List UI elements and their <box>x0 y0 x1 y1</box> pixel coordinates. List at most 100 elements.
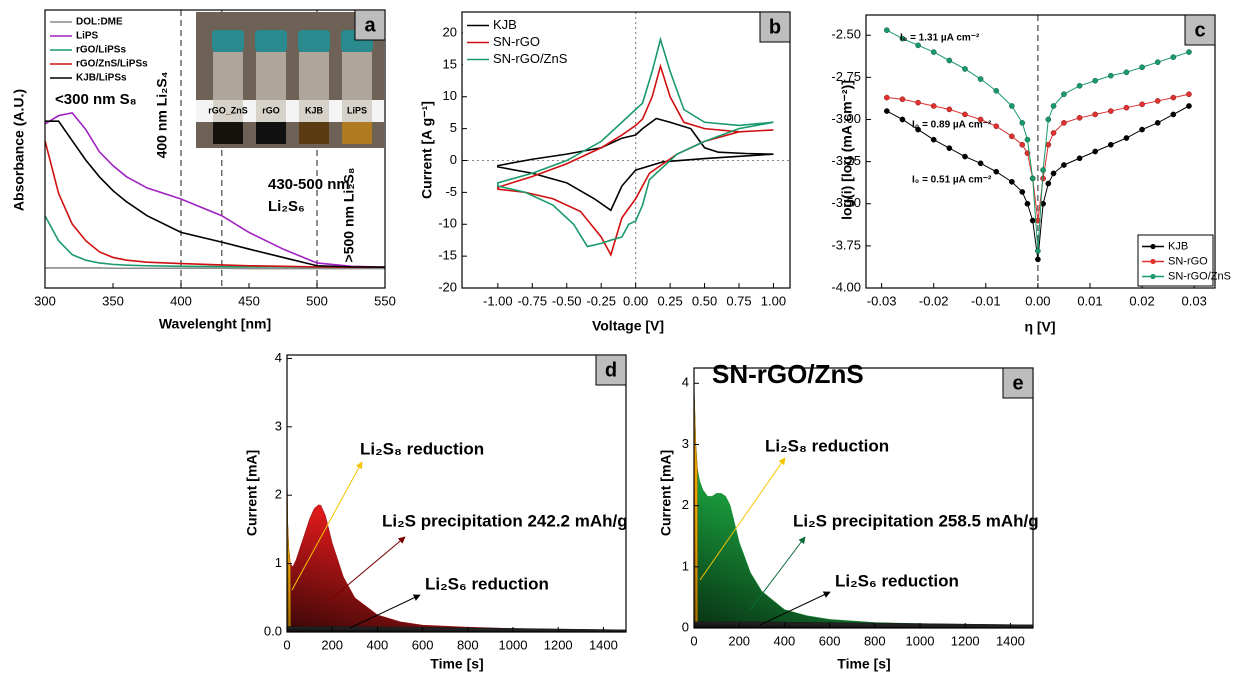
x-tick-label: -0.03 <box>867 293 897 308</box>
x-tick-label: 400 <box>774 633 796 648</box>
legend: KJB SN-rGO SN-rGO/ZnS <box>463 13 573 70</box>
line <box>497 36 774 248</box>
annotation: <300 nm S₈ <box>55 91 137 108</box>
panel-letter-box <box>1184 14 1216 46</box>
annotation: >500 nm Li₂S₈ <box>341 168 357 263</box>
area <box>287 626 626 632</box>
y-tick-label: -3.50 <box>831 195 861 210</box>
x-tick-label: 400 <box>170 293 192 308</box>
annotation: Li₂S₆ <box>268 198 305 215</box>
plot <box>287 467 626 632</box>
x-axis-title: Time [s] <box>430 656 483 672</box>
arrow <box>749 536 806 611</box>
vial-label: rGO <box>262 105 280 115</box>
arrow <box>759 591 831 626</box>
marker <box>962 111 968 118</box>
y-axis-title: log(i) [log (mA cm⁻²)] <box>839 80 855 220</box>
marker <box>1019 189 1026 195</box>
vial-cap <box>212 30 244 52</box>
marker <box>962 66 968 72</box>
vial-label: KJB <box>305 105 324 115</box>
line <box>45 140 385 268</box>
series-label: Li₂S₈ reduction <box>360 439 484 458</box>
annotation: 400 nm Li₂S₄ <box>154 72 170 159</box>
marker <box>1050 130 1057 136</box>
annotation: 430-500 nm <box>268 176 350 193</box>
vial-liquid <box>256 122 286 144</box>
y-tick-label: 4 <box>275 350 282 365</box>
marker <box>1076 155 1083 162</box>
y-axis-title: Absorbance (A.U.) <box>11 89 27 211</box>
y-tick-label: 3 <box>275 418 282 433</box>
y-tick-label: -10 <box>438 216 457 231</box>
y-axis-title: Current [A g⁻¹] <box>419 101 435 199</box>
marker <box>1107 141 1114 148</box>
plot <box>45 10 385 288</box>
arrow <box>349 594 421 629</box>
y-tick-label: -3.75 <box>831 237 861 252</box>
marker <box>1029 175 1036 182</box>
marker <box>1123 135 1130 141</box>
x-tick-label: 600 <box>412 637 434 652</box>
frame <box>461 11 791 289</box>
x-tick-label: 200 <box>728 633 750 648</box>
marker <box>1139 126 1145 133</box>
marker <box>883 108 890 114</box>
y-tick-label: 10 <box>443 88 457 103</box>
legend-label: KJB/LiPSs <box>76 73 127 84</box>
chart-title: SN-rGO/ZnS <box>712 359 864 389</box>
marker <box>899 96 906 103</box>
marker <box>1186 103 1192 109</box>
marker <box>1050 170 1057 177</box>
vial-label: rGO_ZnS <box>208 105 248 115</box>
marker <box>946 145 953 151</box>
legend-marker <box>1150 258 1156 265</box>
line <box>45 267 385 270</box>
marker <box>1009 178 1015 185</box>
marker <box>1050 103 1057 109</box>
x-tick-label: -0.02 <box>919 293 949 308</box>
x-tick-label: -0.01 <box>971 293 1001 308</box>
marker <box>899 35 906 42</box>
marker <box>1092 111 1099 118</box>
vial-liquid <box>342 122 372 144</box>
arrow <box>699 457 786 581</box>
panel-letter-box <box>354 9 386 41</box>
y-tick-label: 5 <box>450 120 457 135</box>
x-tick-label: 0.01 <box>1077 293 1102 308</box>
marker <box>1123 69 1130 76</box>
x-tick-label: 0.02 <box>1129 293 1154 308</box>
x-tick-label: 450 <box>238 293 260 308</box>
marker <box>1061 162 1067 168</box>
line <box>497 117 774 212</box>
frame <box>286 354 627 633</box>
marker <box>899 116 906 123</box>
legend-marker <box>1150 243 1156 250</box>
marker <box>1019 120 1026 126</box>
marker <box>977 116 984 123</box>
x-tick-label: 0.75 <box>726 293 751 308</box>
marker <box>1186 49 1192 55</box>
legend-label: SN-rGO/ZnS <box>493 51 568 66</box>
marker <box>977 76 984 82</box>
y-tick-label: 1 <box>275 555 282 570</box>
frame <box>693 367 1034 629</box>
x-tick-label: 500 <box>306 293 328 308</box>
x-tick-label: 1000 <box>906 633 935 648</box>
inset-photo: rGO_ZnS rGO KJB LiPS <box>196 12 384 148</box>
legend-label: SN-rGO <box>1168 255 1208 267</box>
x-tick-label: 1200 <box>544 637 573 652</box>
panel: 0 200 400 600 800 1000 1200 1400 0 1 2 3 4 Li₂S preci… <box>658 359 1039 672</box>
marker <box>977 160 984 167</box>
arrow <box>329 536 406 601</box>
marker <box>1024 136 1031 143</box>
marker <box>1154 120 1161 126</box>
marker <box>1092 148 1099 155</box>
x-tick-label: 0.25 <box>657 293 682 308</box>
y-tick-label: 3 <box>682 436 689 451</box>
legend: KJB SN-rGO SN-rGO/ZnS <box>1137 234 1231 287</box>
x-tick-label: 0 <box>283 637 290 652</box>
area <box>694 621 1033 628</box>
vial-cap <box>255 30 287 52</box>
marker <box>1170 94 1177 101</box>
